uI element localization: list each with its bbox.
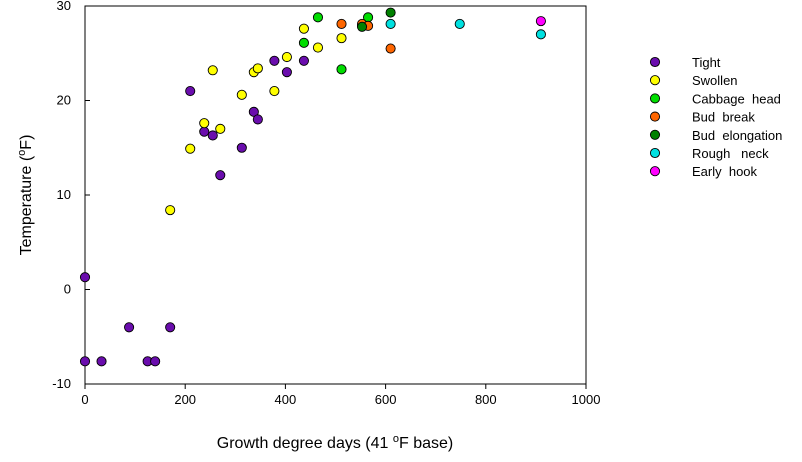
data-point [236, 142, 247, 153]
x-tick-label: 200 [174, 392, 196, 407]
y-tick-label: 20 [57, 93, 71, 108]
data-point [535, 16, 546, 27]
x-axis: 0 200 400 600 800 1000 [81, 384, 600, 407]
x-tick-label: 400 [275, 392, 297, 407]
x-axis-title-part2: F base) [399, 435, 453, 452]
data-point [535, 29, 546, 40]
data-point [281, 51, 292, 63]
data-point [215, 170, 226, 181]
legend: Tight Swollen Cabbage head Bud break Bud elo… [649, 55, 782, 179]
x-axis-title-part1: Growth degree days (41 [217, 435, 393, 452]
x-axis-title: Growth degree days (41 oF base) [217, 433, 453, 452]
data-point [124, 322, 135, 333]
data-point [165, 322, 176, 333]
legend-label: Bud break [692, 110, 755, 125]
data-point [96, 356, 107, 367]
y-axis-title-part2: F) [18, 135, 35, 150]
x-tick-label: 600 [375, 392, 397, 407]
legend-marker [649, 56, 661, 68]
data-point [281, 67, 292, 78]
data-point [385, 18, 396, 30]
data-point [252, 63, 263, 74]
legend-marker [649, 75, 661, 86]
data-point [312, 12, 324, 23]
data-point [312, 42, 324, 53]
x-tick-label: 0 [81, 392, 88, 407]
legend-marker [649, 166, 661, 177]
data-point [236, 89, 247, 100]
data-point [357, 21, 368, 32]
data-point [207, 65, 218, 76]
y-axis-title-part1: Temperature ( [18, 155, 35, 255]
data-point [215, 123, 226, 134]
data-point [385, 7, 396, 18]
x-axis-title-sup: o [393, 433, 399, 445]
data-points [79, 7, 546, 367]
data-point [298, 37, 309, 48]
data-point [165, 205, 176, 216]
data-point [207, 130, 218, 141]
legend-marker [649, 111, 661, 122]
data-point [336, 64, 347, 75]
y-tick-label: 0 [64, 282, 71, 297]
legend-marker [649, 147, 661, 159]
data-point [336, 33, 347, 44]
legend-label: Cabbage head [692, 91, 781, 106]
data-point [298, 23, 309, 34]
legend-marker [649, 93, 661, 104]
plot-frame [84, 5, 587, 385]
legend-label: Early hook [692, 164, 758, 179]
legend-label: Swollen [692, 73, 738, 88]
y-axis-title: Temperature (oF) [16, 135, 35, 256]
x-tick-label: 800 [475, 392, 497, 407]
y-axis: -10 0 10 20 30 [52, 0, 90, 391]
data-point [454, 18, 465, 30]
data-point [298, 55, 309, 66]
data-point [150, 356, 161, 367]
legend-marker [649, 129, 661, 140]
data-point [269, 55, 280, 66]
x-tick-label: 1000 [572, 392, 601, 407]
data-point [385, 43, 396, 54]
data-point [185, 86, 196, 97]
y-tick-label: 30 [57, 0, 71, 13]
data-point [79, 356, 91, 367]
y-tick-label: 10 [57, 187, 71, 202]
y-tick-label: -10 [52, 376, 71, 391]
legend-label: Rough neck [692, 146, 769, 161]
data-point [336, 18, 347, 30]
data-point [199, 126, 210, 137]
y-axis-title-sup: o [16, 150, 28, 156]
data-point [79, 272, 91, 283]
legend-label: Bud elongation [692, 128, 782, 143]
data-point [252, 114, 263, 125]
data-point [269, 86, 280, 97]
data-point [199, 118, 210, 129]
data-point [185, 143, 196, 154]
legend-label: Tight [692, 55, 721, 70]
